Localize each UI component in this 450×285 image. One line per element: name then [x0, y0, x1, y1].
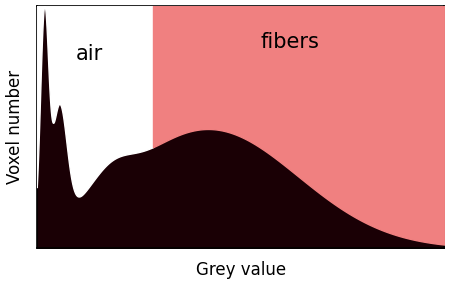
X-axis label: Grey value: Grey value	[196, 261, 286, 280]
Text: fibers: fibers	[260, 32, 319, 52]
Y-axis label: Voxel number: Voxel number	[5, 70, 23, 184]
Text: air: air	[76, 44, 104, 64]
